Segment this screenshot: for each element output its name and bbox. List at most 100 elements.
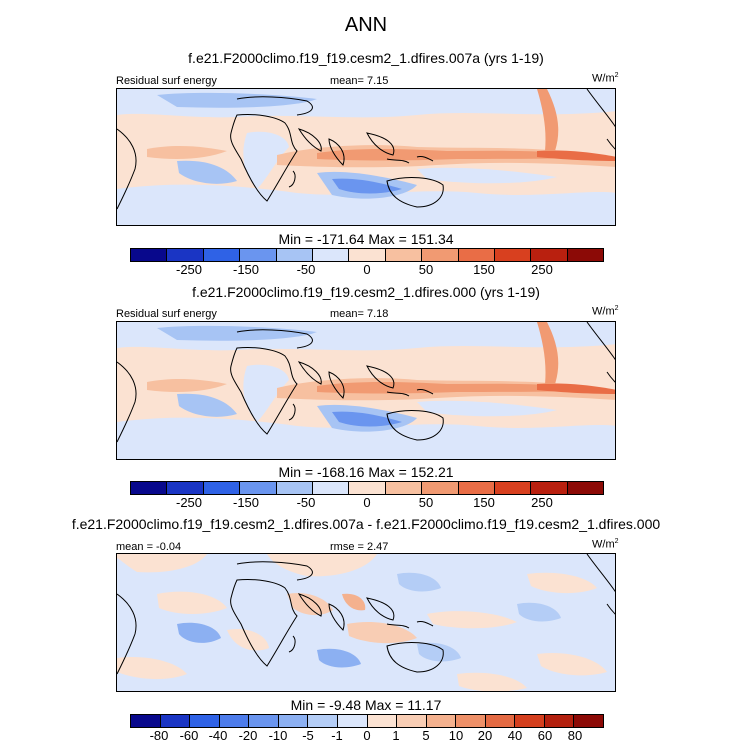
panel1-arabia-coast (297, 128, 322, 152)
panel3-warm-patch (267, 554, 377, 577)
panel2-swatch-7 (349, 482, 386, 494)
panel3-tick: -1 (331, 728, 343, 743)
panel2-swatch-10 (458, 482, 495, 494)
panel3-swatch-13 (485, 715, 516, 727)
panel1-africa-coast (230, 114, 298, 202)
panel1-tick: 150 (473, 262, 495, 277)
panel3-cool-patch (397, 572, 441, 592)
panel2-colorbar (130, 481, 604, 495)
panel3-coastlines (117, 554, 615, 675)
panel2-tick: -250 (175, 495, 203, 510)
panel1-seasia-coast (366, 132, 395, 156)
panel3-map (116, 553, 616, 692)
panel1-europe-coast (236, 96, 313, 116)
panel1-tick: 250 (531, 262, 553, 277)
panel2-india-coast (328, 371, 345, 399)
panel2-swatch-11 (494, 482, 532, 494)
panel3-madagascar-coast (288, 635, 296, 653)
panel3-europe-coast (236, 561, 313, 581)
panel2-minmax: Min = -168.16 Max = 152.21 (278, 464, 454, 480)
panel2-north-america-coast (586, 322, 615, 360)
panel1-title: f.e21.F2000climo.f19_f19.cesm2_1.dfires.… (188, 50, 544, 66)
panel3-tick: -60 (179, 728, 199, 743)
panel2-east-pacific-core (537, 383, 615, 394)
panel3-tick: 40 (507, 728, 523, 743)
panel1-colorbar (130, 248, 604, 262)
panel3-tick: 0 (363, 728, 371, 743)
panel3-arabia-coast (297, 593, 322, 617)
panel2-tick: 50 (418, 495, 434, 510)
panel1-atlantic-blue (177, 160, 237, 184)
panel2-pacific-blue (417, 400, 557, 417)
panel1-australia-coast (386, 177, 444, 208)
panel3-tick: 5 (422, 728, 430, 743)
panel1-minmax: Min = -171.64 Max = 151.34 (278, 231, 454, 247)
panel2-mean-label: mean= 7.18 (330, 308, 389, 320)
panel2-indonesia-islands (386, 389, 434, 397)
panel3-tick: -5 (302, 728, 314, 743)
panel2-tick: 150 (473, 495, 495, 510)
panel3-tick: 80 (567, 728, 583, 743)
panel1-atlantic-warm (147, 145, 227, 159)
panel1-tick: -250 (175, 262, 203, 277)
panel3-tick: -80 (149, 728, 169, 743)
panel2-swatch-1 (131, 482, 168, 494)
panel2-swatch-8 (385, 482, 423, 494)
panel3-swatch-5 (249, 715, 279, 727)
panel3-tick: -10 (268, 728, 288, 743)
panel3-warm-patch (117, 554, 207, 573)
panel3-africa-coast (230, 579, 298, 667)
panel2-map (116, 321, 616, 460)
panel2-south-america-coast (117, 361, 137, 443)
panel3-warm-patch (287, 592, 333, 616)
panel3-india-coast (328, 603, 345, 631)
panel1-africa-land-blue (243, 131, 289, 189)
panel1-india-coast (328, 138, 345, 166)
panel2-central-america-coast (606, 371, 615, 383)
panel3-tick: 10 (448, 728, 464, 743)
panel3-cool-patch (317, 648, 361, 668)
panel3-cool-patch (177, 622, 221, 643)
panel1-coastlines (117, 89, 615, 210)
panel2-swatch-4 (240, 482, 277, 494)
panel2-australia-coast (386, 410, 444, 441)
panel2-indian-blue-core (332, 411, 402, 427)
panel1-equatorial-core (317, 149, 597, 161)
panel2-atlantic-blue (177, 393, 237, 417)
panel2-swatch-9 (422, 482, 459, 494)
panel1-central-america-coast (606, 138, 615, 150)
panel2-europe-coast (236, 329, 313, 349)
panel3-title: f.e21.F2000climo.f19_f19.cesm2_1.dfires.… (71, 516, 661, 532)
panel1-map (116, 88, 616, 226)
panel1-swatch-8 (385, 249, 423, 261)
panel1-swatch-5 (276, 249, 313, 261)
panel2-units-label: W/m2 (592, 305, 619, 318)
panel1-tick: -150 (232, 262, 260, 277)
panel1-east-pacific-core (537, 150, 615, 161)
panel3-seasia-coast (366, 597, 395, 621)
panel3-australia-coast (386, 642, 444, 673)
panel3-indonesia-islands (386, 621, 434, 629)
panel1-pacific-blue (417, 167, 557, 184)
panel3-north-america-coast (586, 554, 615, 592)
panel1-south-america-coast (117, 128, 137, 210)
panel3-swatch-1 (131, 715, 161, 727)
panel3-warm-patch (427, 611, 517, 629)
panel1-swatch-13 (567, 249, 604, 261)
panel3-swatch-8 (337, 715, 368, 727)
panel2-tick: 250 (531, 495, 553, 510)
panel3-warm-patch (157, 591, 227, 614)
panel2-north-blue-patch (157, 325, 317, 341)
panel3-warm-patch (347, 621, 417, 644)
panel2-swatch-3 (203, 482, 241, 494)
panel3-cool-patch (417, 642, 461, 662)
panel3-swatch-3 (190, 715, 220, 727)
panel2-madagascar-coast (288, 403, 296, 421)
panel3-tick: -40 (208, 728, 228, 743)
panel3-swatch-9 (367, 715, 398, 727)
panel2-atlantic-warm (147, 378, 227, 392)
panel2-africa-land-blue (243, 364, 289, 422)
panel3-swatch-16 (574, 715, 603, 727)
panel2-equatorial-core (317, 382, 597, 394)
panel3-warm-patch (457, 672, 527, 691)
